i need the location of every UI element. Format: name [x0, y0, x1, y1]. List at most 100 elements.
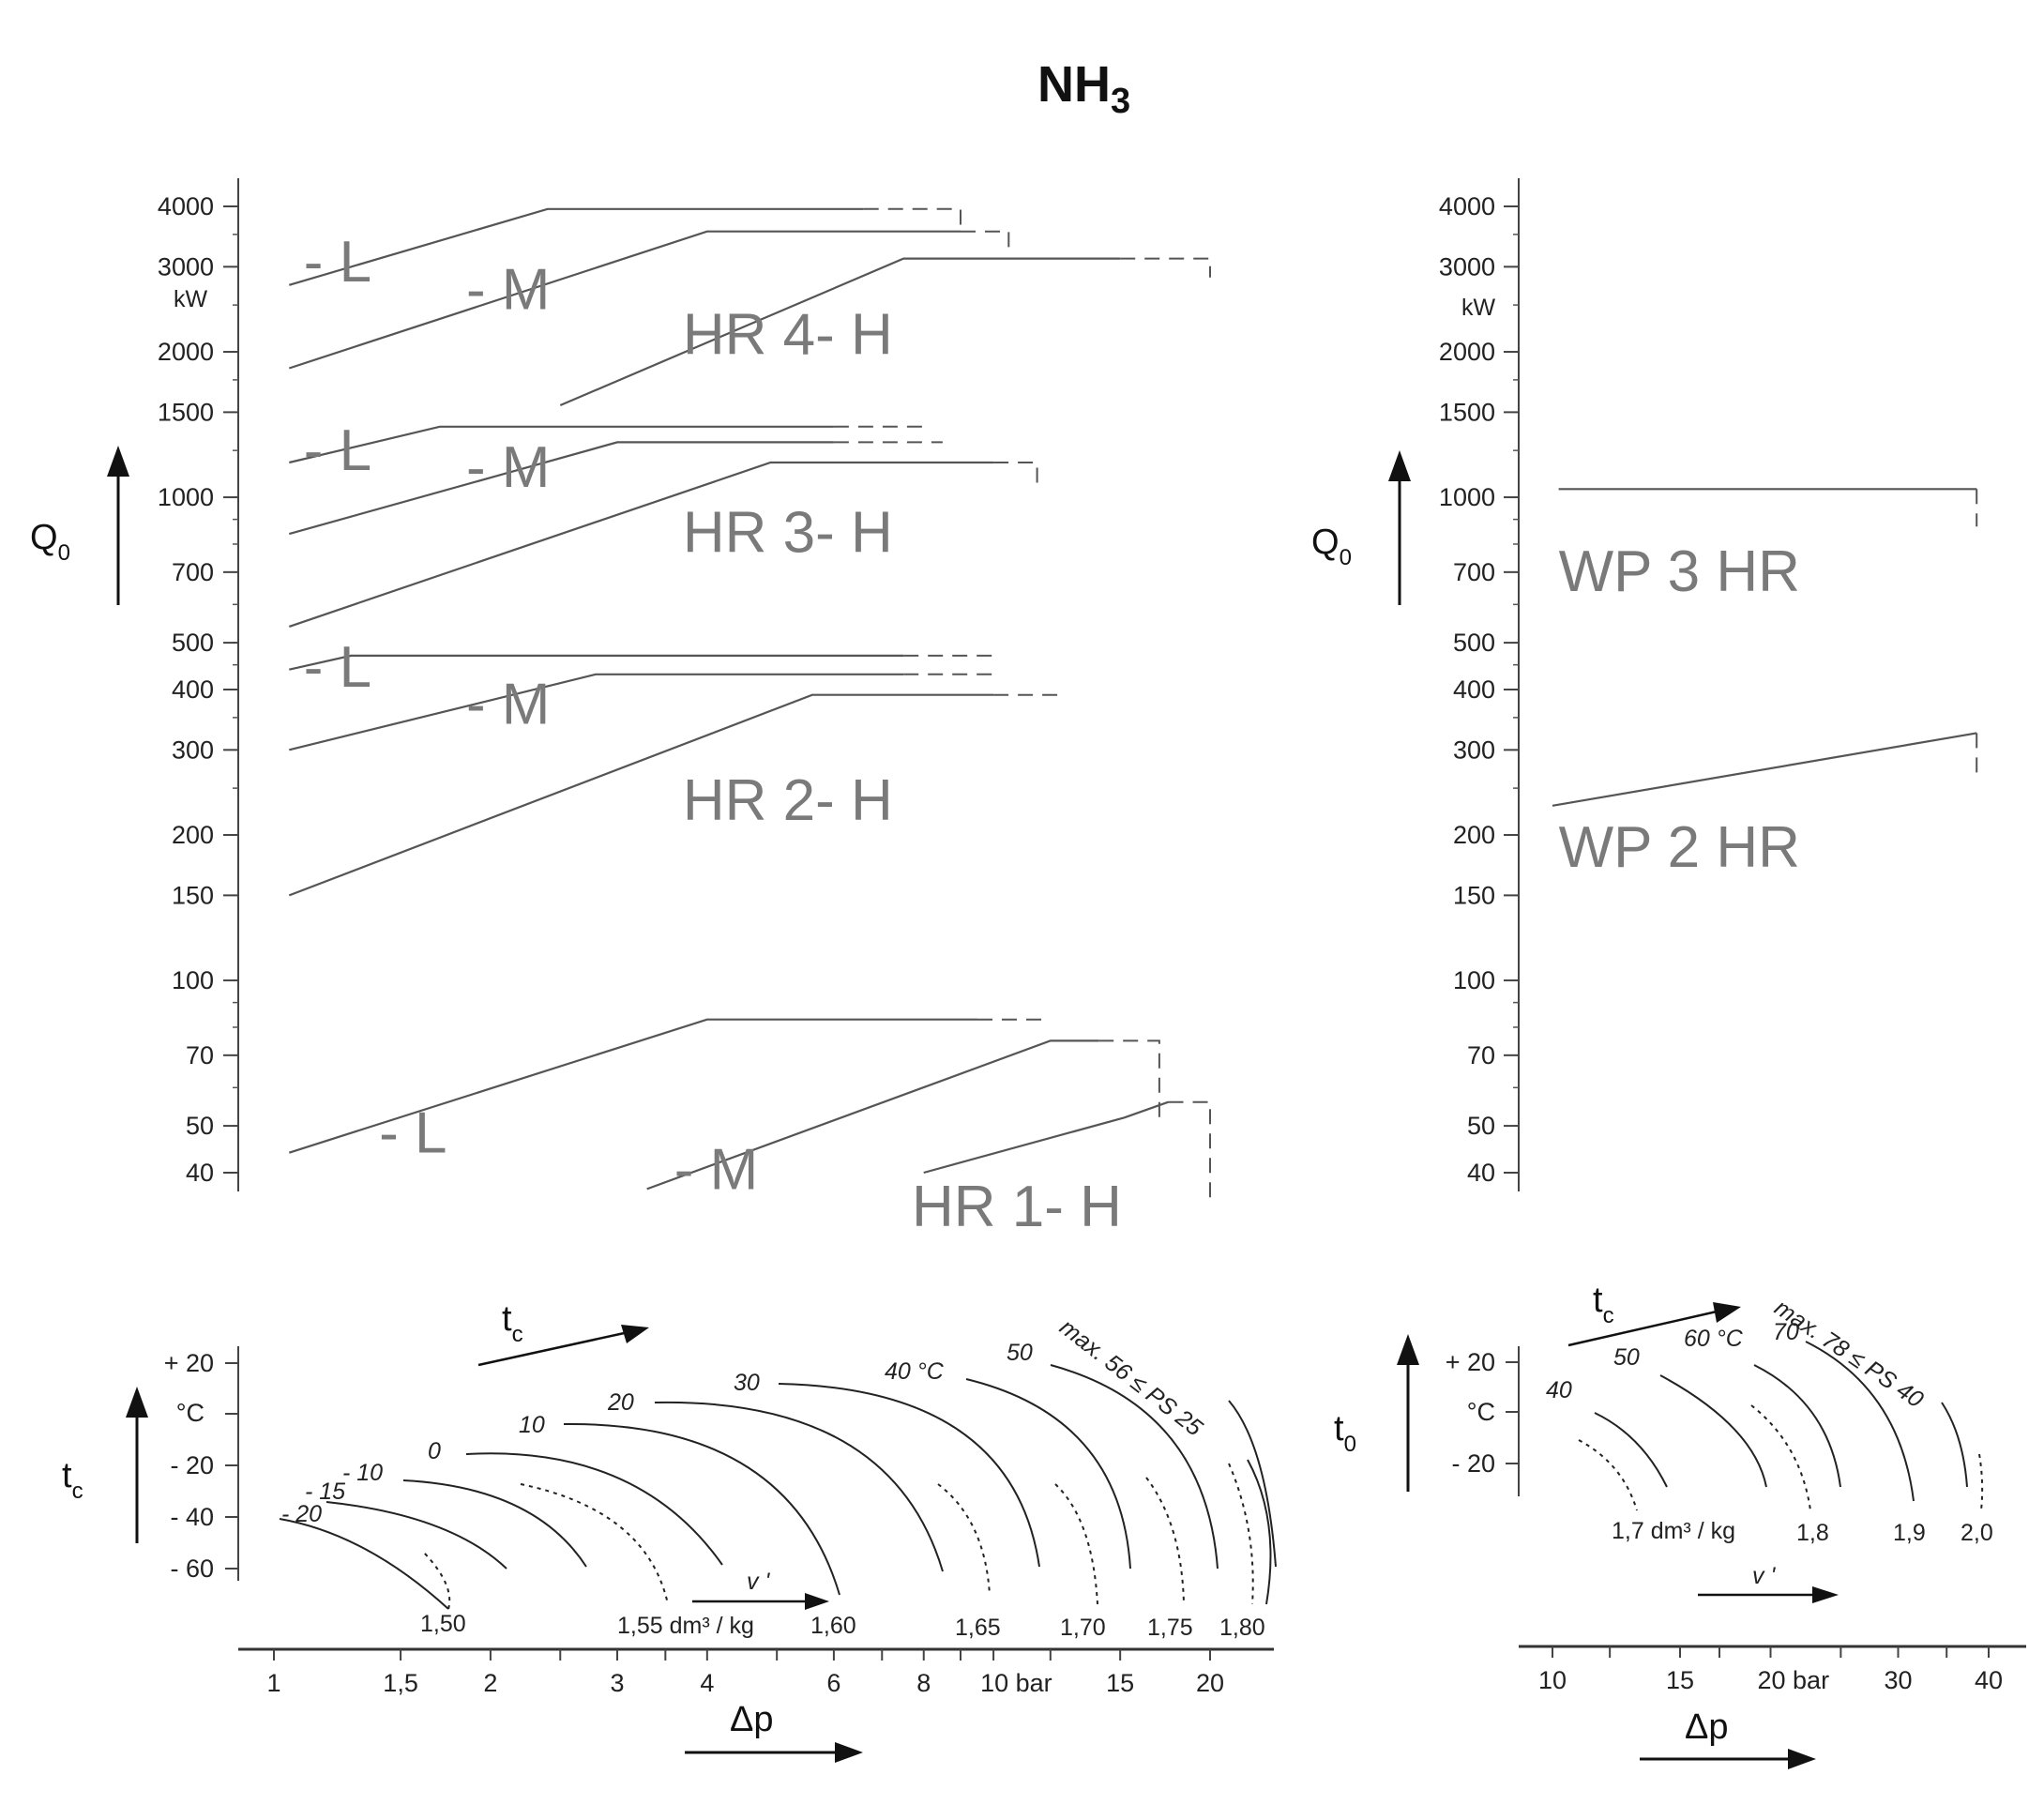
- left-series-labels: - L - M HR 4- H - L - M HR 3- H - L - M HR 2- H -…: [304, 230, 1122, 1239]
- tc-curve-minus10: [402, 1479, 587, 1568]
- right-q0-axis-name: Q0: [1311, 523, 1352, 570]
- right-series-group: [1552, 488, 1978, 807]
- to-v-label: 1,7 dm³ / kg: [1612, 1518, 1735, 1544]
- to-v-label: 1,8: [1796, 1520, 1829, 1546]
- to-curve-label: 60 °C: [1684, 1326, 1744, 1352]
- left-series-extension-hr-1-m: [1098, 1039, 1160, 1122]
- right-q0-tick-label: 300: [1453, 736, 1495, 764]
- left-v-arrow-icon: [805, 1593, 829, 1610]
- left-series-label: - L: [379, 1101, 447, 1166]
- left-dp-tick-label: 8: [916, 1669, 931, 1697]
- left-series-extension-hr-4-l: [863, 207, 961, 226]
- left-series-label: - M: [466, 258, 551, 323]
- left-series-label: HR 4- H: [683, 302, 893, 367]
- left-tc-ticks: + 20 °C - 20 - 40 - 60: [164, 1349, 238, 1583]
- v-line-1-80-solid: [1247, 1459, 1272, 1605]
- v-line-1-70: [1054, 1483, 1098, 1605]
- left-q0-tick-label: 700: [172, 558, 214, 586]
- left-tc-curve-arrow-label: tc: [502, 1299, 523, 1347]
- left-series-extension-hr-3-h: [993, 462, 1038, 485]
- left-q0-arrow-icon: [107, 446, 129, 477]
- left-series-hr-1-l: [288, 1018, 977, 1154]
- v-line-1-65: [937, 1483, 991, 1596]
- right-series-wp-2-hr: [1552, 732, 1977, 807]
- right-capacity-panel: 4000 3000 2000 1500 1000 700 500 400 300 200 150 10…: [1311, 178, 1978, 1191]
- right-series-label: WP 2 HR: [1559, 815, 1800, 880]
- left-tc-tick-label: - 20: [170, 1451, 214, 1479]
- v-label: 1,80: [1219, 1615, 1265, 1641]
- right-to-tick-label: - 20: [1451, 1449, 1495, 1478]
- right-q0-tick-label: 500: [1453, 629, 1495, 657]
- right-series-labels: WP 3 HR WP 2 HR: [1559, 539, 1800, 880]
- tc-curve-label: 40 °C: [885, 1358, 945, 1385]
- left-dp-tick-label: 3: [610, 1669, 624, 1697]
- left-series-label: HR 2- H: [683, 768, 893, 833]
- right-q0-ticks: 4000 3000 2000 1500 1000 700 500 400 300 200 150 10…: [1439, 192, 1519, 1187]
- left-series-label: - M: [466, 672, 551, 736]
- tc-curve-50: [1050, 1364, 1219, 1570]
- right-to-arrow-icon: [1397, 1334, 1419, 1365]
- to-v-line-1-8: [1750, 1404, 1811, 1511]
- right-tc-curve-arrow-label: tc: [1593, 1281, 1614, 1328]
- left-series-label: - L: [304, 230, 371, 295]
- right-dp-tick-label: 40: [1975, 1666, 2003, 1694]
- right-dp-tick-label: 30: [1884, 1666, 1912, 1694]
- left-series-hr-4-l: [288, 207, 864, 286]
- tc-curve-40: [965, 1378, 1131, 1570]
- left-tc-tick-label: °C: [176, 1399, 204, 1427]
- left-series-hr-2-l: [289, 654, 904, 671]
- left-q0-tick-label: 500: [172, 629, 214, 657]
- left-v-arrow-label: v ': [747, 1569, 770, 1595]
- left-dp-tick-label: 4: [700, 1669, 714, 1697]
- left-dp-tick-label: 15: [1106, 1669, 1134, 1697]
- tc-curve-30: [778, 1383, 1040, 1568]
- right-q0-tick-label: 2000: [1439, 338, 1495, 366]
- v-label: 1,50: [420, 1611, 466, 1637]
- left-series-label: - L: [304, 635, 371, 700]
- to-v-label: 1,9: [1893, 1520, 1926, 1546]
- left-q0-axis-name: Q0: [30, 518, 70, 566]
- right-q0-unit: kW: [1461, 295, 1496, 321]
- left-series-hr-2-m: [289, 673, 904, 751]
- right-to-axis-name: t0: [1334, 1409, 1356, 1457]
- left-q0-tick-label: 100: [172, 966, 214, 994]
- left-series-label: HR 1- H: [912, 1175, 1122, 1239]
- left-series-hr-3-l: [289, 425, 834, 464]
- left-series-hr-1-h: [923, 1100, 1169, 1175]
- to-curve-max: [1941, 1402, 1968, 1488]
- right-dp-tick-label: 15: [1666, 1666, 1694, 1694]
- left-q0-tick-label: 70: [186, 1041, 214, 1069]
- left-series-hr-3-h: [288, 461, 994, 628]
- left-q0-tick-label: 1500: [158, 398, 214, 426]
- left-q0-tick-label: 300: [172, 736, 214, 764]
- to-curve-label: 70: [1773, 1319, 1799, 1345]
- tc-curve-10: [563, 1422, 840, 1596]
- left-dp-tick-label: 2: [483, 1669, 497, 1697]
- right-q0-tick-label: 70: [1467, 1041, 1495, 1069]
- right-q0-tick-label: 4000: [1439, 192, 1495, 220]
- left-series-hr-3-m: [289, 441, 834, 536]
- right-dp-ticks: 10 15 20 bar 30 40: [1538, 1646, 2003, 1694]
- left-q0-tick-label: 200: [172, 821, 214, 849]
- to-curve-40: [1594, 1412, 1668, 1488]
- left-tc-curve-arrow-shaft: [477, 1330, 629, 1367]
- right-q0-tick-label: 1500: [1439, 398, 1495, 426]
- right-q0-tick-label: 150: [1453, 881, 1495, 909]
- left-tc-tick-label: - 40: [170, 1503, 214, 1531]
- tc-curve-label: 50: [1007, 1340, 1033, 1366]
- v-line-1-80: [1228, 1463, 1254, 1605]
- left-dp-tick-label: 10 bar: [980, 1669, 1052, 1697]
- left-dp-tick-label: 6: [826, 1669, 840, 1697]
- right-dp-tick-label: 10: [1538, 1666, 1567, 1694]
- left-series-hr-2-h: [288, 693, 994, 897]
- tc-curve-20: [654, 1401, 944, 1572]
- left-tc-nomogram: + 20 °C - 20 - 40 - 60 tc tc - 20: [62, 1299, 1277, 1641]
- left-q0-unit: kW: [174, 286, 208, 312]
- tc-curve-label: 0: [428, 1438, 441, 1464]
- left-series-label: - L: [304, 418, 371, 483]
- tc-curve-label: - 15: [305, 1479, 345, 1505]
- right-q0-tick-label: 100: [1453, 966, 1495, 994]
- left-dp-axis: 1 1,5 2 3 4 6 8 10 bar 15 20 Δp: [238, 1647, 1274, 1763]
- right-tc-curve-arrow-shaft: [1567, 1310, 1718, 1347]
